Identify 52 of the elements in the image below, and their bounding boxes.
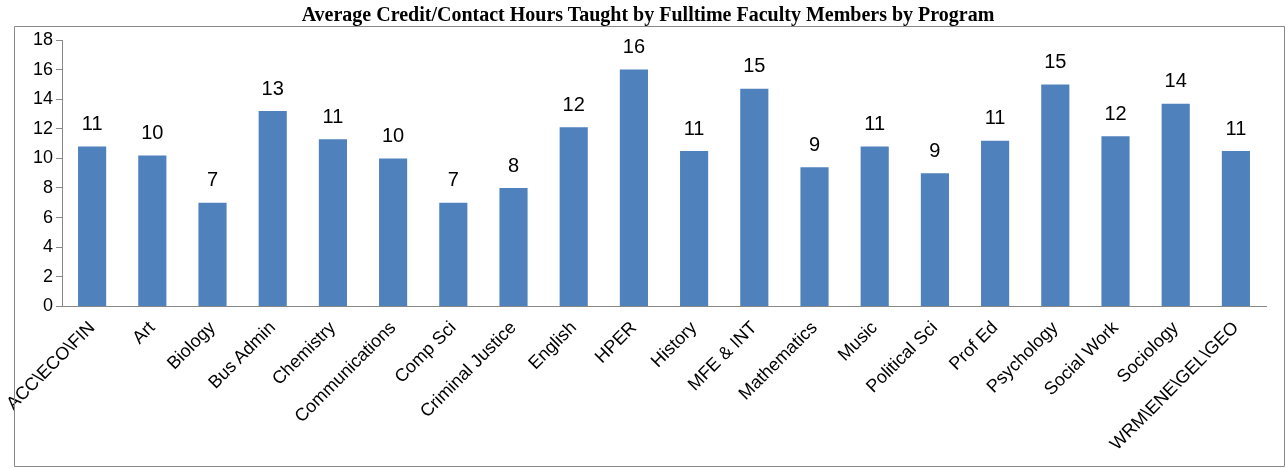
bar — [258, 111, 287, 306]
bar — [920, 173, 949, 306]
data-label: 12 — [562, 92, 585, 115]
bar — [439, 202, 468, 306]
y-tick-label: 2 — [43, 265, 54, 286]
data-label: 11 — [683, 116, 705, 139]
y-tick-label: 18 — [32, 28, 54, 49]
bar — [619, 69, 648, 306]
y-tick-label: 0 — [43, 295, 54, 316]
data-label: 8 — [507, 153, 520, 176]
bar — [740, 88, 769, 306]
bar — [860, 146, 889, 306]
data-label: 15 — [743, 54, 766, 77]
data-label: 10 — [381, 123, 405, 146]
data-label: 11 — [322, 104, 344, 127]
bar — [318, 139, 347, 306]
y-tick-label: 16 — [32, 58, 54, 79]
y-tick-label: 4 — [43, 236, 54, 257]
y-tick-label: 8 — [43, 176, 54, 197]
data-label: 15 — [1044, 49, 1067, 72]
data-label: 11 — [864, 112, 886, 135]
x-tick-label: Art — [128, 317, 159, 348]
y-tick-label: 10 — [32, 147, 54, 168]
data-label: 12 — [1104, 101, 1127, 124]
data-label: 14 — [1164, 69, 1187, 92]
bar — [1041, 84, 1070, 306]
bar — [981, 140, 1010, 306]
bar — [680, 150, 709, 306]
bar — [78, 146, 107, 306]
data-label: 9 — [929, 138, 941, 161]
data-label: 11 — [984, 106, 1006, 129]
data-label: 16 — [622, 35, 646, 58]
data-label: 13 — [261, 76, 284, 99]
bar — [559, 127, 588, 306]
data-label: 10 — [141, 120, 164, 143]
y-tick-label: 12 — [32, 117, 54, 138]
bar — [1221, 150, 1250, 306]
bar — [800, 167, 829, 306]
data-label: 11 — [81, 112, 103, 135]
data-label: 7 — [447, 168, 459, 191]
data-label: 9 — [808, 132, 821, 155]
data-label: 7 — [206, 168, 219, 191]
y-tick-label: 14 — [32, 88, 54, 109]
y-tick-label: 6 — [43, 206, 54, 227]
bar — [1101, 136, 1130, 306]
bar — [499, 187, 528, 306]
bar — [1161, 103, 1190, 306]
bar — [379, 158, 408, 306]
chart-title: Average Credit/Contact Hours Taught by Fulltime Faculty Members by Program — [301, 3, 995, 27]
bar — [138, 155, 167, 306]
data-label: 11 — [1225, 116, 1247, 139]
bar — [198, 202, 227, 306]
